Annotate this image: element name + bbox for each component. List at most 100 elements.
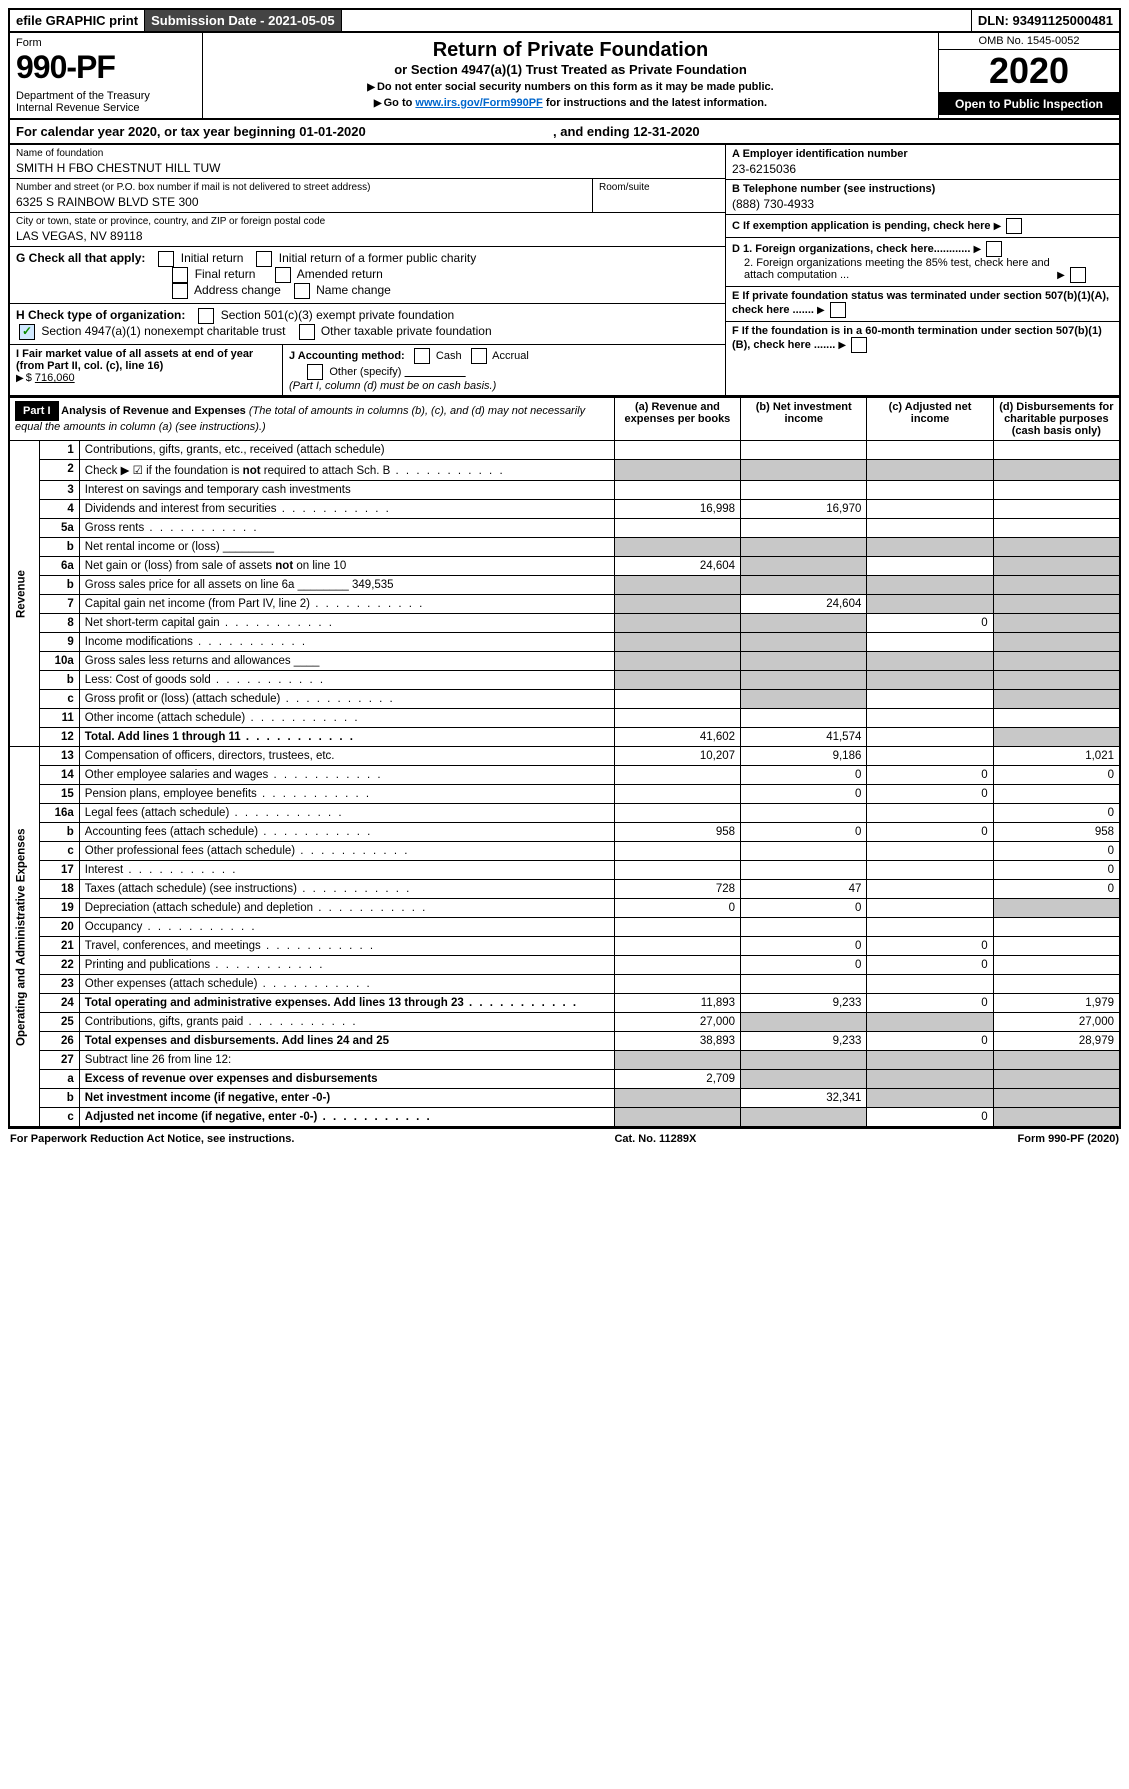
form-header: Form 990-PF Department of the Treasury I… — [10, 33, 1119, 120]
amount-cell: 0 — [741, 823, 867, 842]
amount-cell: 27,000 — [993, 1013, 1119, 1032]
part1-table: Part I Analysis of Revenue and Expenses … — [10, 396, 1119, 1127]
amount-cell — [614, 1089, 740, 1108]
row-number: 20 — [39, 918, 79, 937]
row-desc: Accounting fees (attach schedule) — [79, 823, 614, 842]
checkbox-initial-former[interactable] — [256, 251, 272, 267]
amount-cell — [741, 918, 867, 937]
row-desc: Interest — [79, 861, 614, 880]
arrow-icon — [374, 97, 384, 109]
amount-cell — [867, 595, 993, 614]
calendar-year-row: For calendar year 2020, or tax year begi… — [10, 120, 1119, 145]
amount-cell: 0 — [867, 785, 993, 804]
amount-cell: 24,604 — [614, 557, 740, 576]
row-desc: Gross rents — [79, 519, 614, 538]
amount-cell: 0 — [614, 899, 740, 918]
amount-cell: 27,000 — [614, 1013, 740, 1032]
arrow-icon — [367, 81, 377, 93]
amount-cell: 24,604 — [741, 595, 867, 614]
amount-cell — [993, 728, 1119, 747]
row-desc: Net gain or (loss) from sale of assets n… — [79, 557, 614, 576]
amount-cell: 0 — [741, 766, 867, 785]
row-number: 16a — [39, 804, 79, 823]
amount-cell — [867, 880, 993, 899]
row-desc: Dividends and interest from securities — [79, 500, 614, 519]
footer-right: Form 990-PF (2020) — [1018, 1133, 1119, 1145]
d1-text: D 1. Foreign organizations, check here..… — [732, 243, 970, 255]
j-accrual: Accrual — [492, 350, 529, 362]
amount-cell — [614, 1051, 740, 1070]
amount-cell — [614, 975, 740, 994]
checkbox-cash[interactable] — [414, 348, 430, 364]
row-desc: Net rental income or (loss) ________ — [79, 538, 614, 557]
amount-cell: 2,709 — [614, 1070, 740, 1089]
instr2-post: for instructions and the latest informat… — [543, 97, 767, 109]
amount-cell — [614, 671, 740, 690]
row-desc: Other employee salaries and wages — [79, 766, 614, 785]
phone-label: B Telephone number (see instructions) — [732, 183, 1113, 195]
amount-cell — [614, 441, 740, 460]
row-desc: Gross profit or (loss) (attach schedule) — [79, 690, 614, 709]
row-number: 12 — [39, 728, 79, 747]
amount-cell: 0 — [993, 766, 1119, 785]
checkbox-c[interactable] — [1006, 218, 1022, 234]
row-desc: Other professional fees (attach schedule… — [79, 842, 614, 861]
amount-cell — [867, 576, 993, 595]
amount-cell — [741, 709, 867, 728]
amount-cell: 958 — [614, 823, 740, 842]
fmv-value: 716,060 — [35, 372, 75, 384]
amount-cell — [867, 481, 993, 500]
amount-cell — [741, 481, 867, 500]
checkbox-f[interactable] — [851, 337, 867, 353]
open-public: Open to Public Inspection — [939, 93, 1119, 115]
checkbox-name-change[interactable] — [294, 283, 310, 299]
ein-label: A Employer identification number — [732, 148, 1113, 160]
amount-cell — [867, 500, 993, 519]
row-number: 7 — [39, 595, 79, 614]
checkbox-4947a1[interactable]: ✓ — [19, 324, 35, 340]
amount-cell — [614, 804, 740, 823]
amount-cell — [867, 690, 993, 709]
amount-cell: 0 — [867, 956, 993, 975]
amount-cell — [993, 595, 1119, 614]
checkbox-initial-return[interactable] — [158, 251, 174, 267]
checkbox-accrual[interactable] — [471, 348, 487, 364]
amount-cell — [867, 747, 993, 766]
f-text: F If the foundation is in a 60-month ter… — [732, 325, 1102, 351]
omb-number: OMB No. 1545-0052 — [939, 33, 1119, 50]
checkbox-501c3[interactable] — [198, 308, 214, 324]
amount-cell: 9,233 — [741, 994, 867, 1013]
checkbox-address-change[interactable] — [172, 283, 188, 299]
amount-cell — [993, 652, 1119, 671]
checkbox-amended[interactable] — [275, 267, 291, 283]
amount-cell — [741, 1108, 867, 1127]
checkbox-final-return[interactable] — [172, 267, 188, 283]
amount-cell — [993, 633, 1119, 652]
amount-cell — [614, 538, 740, 557]
amount-cell — [867, 557, 993, 576]
amount-cell — [993, 538, 1119, 557]
j-note: (Part I, column (d) must be on cash basi… — [289, 380, 496, 392]
instr-link[interactable]: www.irs.gov/Form990PF — [415, 97, 542, 109]
amount-cell — [614, 861, 740, 880]
amount-cell — [993, 899, 1119, 918]
amount-cell — [993, 576, 1119, 595]
checkbox-other-taxable[interactable] — [299, 324, 315, 340]
row-number: 11 — [39, 709, 79, 728]
j-other: Other (specify) — [329, 366, 401, 378]
row-number: 18 — [39, 880, 79, 899]
checkbox-d2[interactable] — [1070, 267, 1086, 283]
amount-cell: 0 — [867, 823, 993, 842]
row-number: 22 — [39, 956, 79, 975]
checkbox-e[interactable] — [830, 302, 846, 318]
row-desc: Printing and publications — [79, 956, 614, 975]
row-desc: Travel, conferences, and meetings — [79, 937, 614, 956]
section-h: H Check type of organization: Section 50… — [10, 304, 725, 345]
row-number: 4 — [39, 500, 79, 519]
checkbox-other-method[interactable] — [307, 364, 323, 380]
checkbox-d1[interactable] — [986, 241, 1002, 257]
amount-cell — [993, 441, 1119, 460]
c-text: C If exemption application is pending, c… — [732, 220, 991, 232]
amount-cell — [741, 441, 867, 460]
arrow-icon — [817, 304, 827, 316]
